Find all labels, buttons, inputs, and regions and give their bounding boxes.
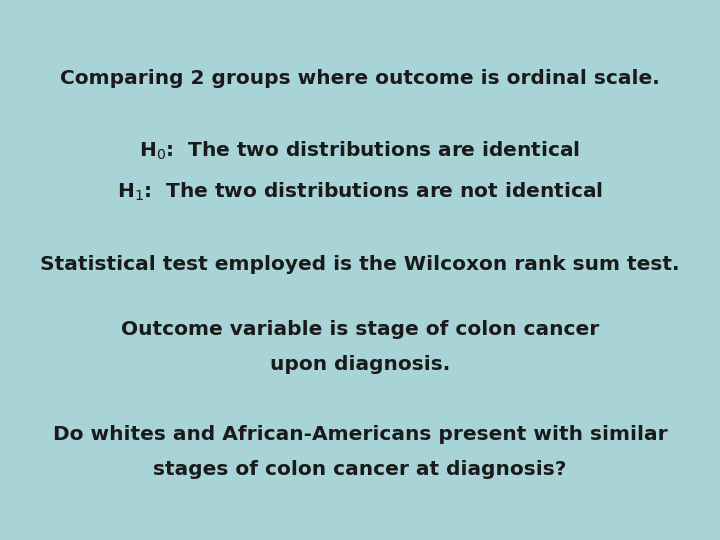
Text: Do whites and African-Americans present with similar: Do whites and African-Americans present … xyxy=(53,425,667,444)
Text: upon diagnosis.: upon diagnosis. xyxy=(270,355,450,374)
Text: Comparing 2 groups where outcome is ordinal scale.: Comparing 2 groups where outcome is ordi… xyxy=(60,69,660,88)
Text: stages of colon cancer at diagnosis?: stages of colon cancer at diagnosis? xyxy=(153,460,567,480)
Text: Outcome variable is stage of colon cancer: Outcome variable is stage of colon cance… xyxy=(121,320,599,339)
Text: H$_1$:  The two distributions are not identical: H$_1$: The two distributions are not ide… xyxy=(117,180,603,203)
Text: H$_0$:  The two distributions are identical: H$_0$: The two distributions are identic… xyxy=(140,140,580,163)
Text: Statistical test employed is the Wilcoxon rank sum test.: Statistical test employed is the Wilcoxo… xyxy=(40,255,680,274)
